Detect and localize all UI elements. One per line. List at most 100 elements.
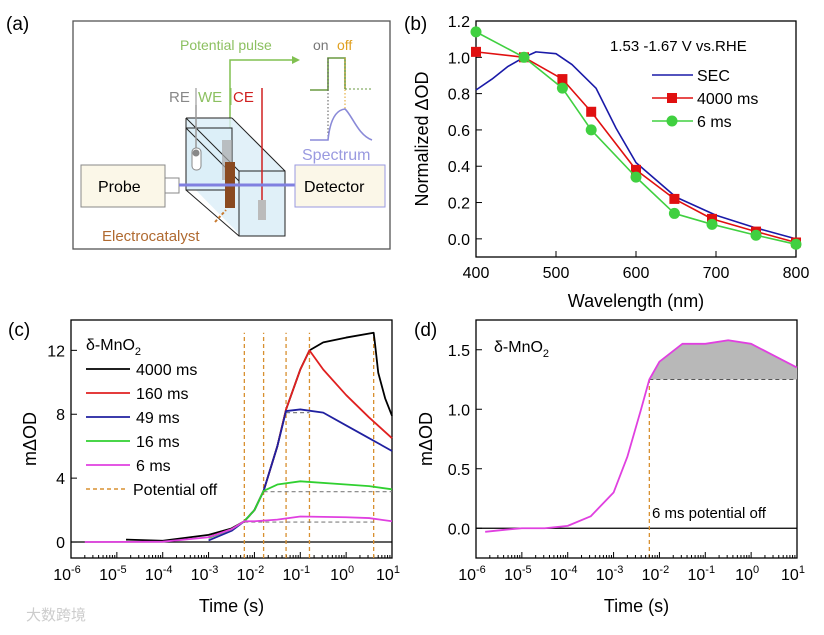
y-tick-label: 0.4 — [448, 159, 470, 176]
legend-label: 6 ms — [136, 458, 171, 475]
series-line-6ms — [485, 339, 798, 533]
y-tick-label: 1.0 — [448, 50, 470, 67]
y-tick-label: 0 — [56, 535, 65, 552]
data-marker-square — [471, 46, 481, 57]
x-tick-label: 10-4 — [550, 564, 578, 584]
y-axis-label: Normalized ΔOD — [412, 71, 432, 206]
x-tick-label: 10-5 — [99, 564, 127, 584]
x-tick-label: 100 — [735, 564, 759, 584]
x-tick-label: 700 — [703, 265, 730, 282]
x-tick-label: 500 — [543, 265, 570, 282]
watermark: 大数跨境 — [26, 606, 86, 624]
y-tick-label: 0.6 — [448, 123, 470, 140]
legend-label: 160 ms — [136, 386, 188, 403]
x-tick-label: 600 — [623, 265, 650, 282]
y-tick-label: 1.5 — [448, 343, 470, 360]
legend-label: 4000 ms — [697, 91, 758, 108]
legend-marker — [667, 93, 677, 103]
plot-d: 10-6 10-5 10-4 10-3 10-2 10-1 100 101 Time (s) 0.… — [416, 319, 805, 616]
legend-label: SEC — [697, 68, 730, 85]
data-marker-circle — [518, 51, 530, 63]
x-tick-label: 10-2 — [237, 564, 265, 584]
data-marker-circle — [750, 229, 762, 241]
legend-label: 6 ms — [697, 114, 732, 131]
data-marker-circle — [630, 171, 642, 183]
x-tick-label: 800 — [783, 265, 810, 282]
data-marker-circle — [470, 26, 482, 38]
x-tick-label: 10-6 — [458, 564, 486, 584]
x-tick-label: 10-1 — [282, 564, 310, 584]
probe-box — [80, 164, 166, 208]
sample-label: δ-MnO2 — [494, 339, 549, 360]
data-marker-circle — [706, 218, 718, 230]
x-tick-label: 10-3 — [191, 564, 219, 584]
plot-frame — [475, 319, 798, 559]
x-tick-label: 10-4 — [145, 564, 173, 584]
area-fill — [649, 340, 797, 380]
data-marker-square — [586, 106, 597, 117]
spectrum-curve — [310, 108, 373, 141]
schematic-panel: Potential pulse on off Spectrum RE WE CE — [72, 20, 391, 250]
legend-marker — [666, 115, 678, 127]
legend-label: Potential off — [133, 482, 218, 499]
x-tick-label: 100 — [330, 564, 354, 584]
data-marker-square — [669, 193, 680, 204]
x-tick-label: 10-2 — [642, 564, 670, 584]
x-tick-label: 10-1 — [687, 564, 715, 584]
detector-label: Detector — [304, 179, 365, 196]
potential-pulse-label: Potential pulse — [180, 37, 272, 53]
potential-off-callout: 6 ms potential off — [652, 505, 767, 522]
x-tick-label: 400 — [463, 265, 490, 282]
x-axis-label: Time (s) — [199, 596, 264, 616]
y-tick-label: 0.8 — [448, 87, 470, 104]
y-axis-label: mΔOD — [20, 412, 40, 466]
series-line-6ms — [475, 31, 797, 246]
we-label: WE — [198, 89, 222, 106]
electrocatalyst-label: Electrocatalyst — [102, 228, 200, 245]
panel-label-a: (a) — [6, 14, 29, 35]
plot-frame — [70, 319, 393, 559]
x-tick-label: 10-3 — [596, 564, 624, 584]
condition-annotation: 1.53 -1.67 V vs.RHE — [610, 38, 747, 55]
sample-label: δ-MnO2 — [86, 337, 141, 358]
y-tick-label: 0.0 — [448, 232, 470, 249]
y-tick-label: 4 — [56, 471, 65, 488]
y-tick-label: 8 — [56, 407, 65, 424]
legend-label: 16 ms — [136, 434, 180, 451]
panel-label-b: (b) — [404, 14, 427, 35]
re-label: RE — [169, 89, 190, 106]
panel-label-c: (c) — [8, 320, 30, 341]
y-tick-label: 1.2 — [448, 14, 470, 31]
x-axis-label: Time (s) — [604, 596, 669, 616]
series-line-4000ms — [475, 51, 797, 244]
spectrum-label: Spectrum — [302, 147, 370, 164]
legend-label: 49 ms — [136, 410, 180, 427]
series-line-160ms — [208, 349, 393, 539]
x-tick-label: 10-5 — [504, 564, 532, 584]
detector-box — [294, 164, 386, 208]
series-line-49ms — [208, 408, 393, 542]
plot-b: 400 500 600 700 800 0.0 0.2 0.4 0.6 0.8 1.0 1.2 Wave… — [412, 14, 809, 311]
x-axis-label: Wavelength (nm) — [568, 291, 704, 311]
data-marker-circle — [556, 82, 568, 94]
data-marker-square — [631, 164, 641, 175]
probe-label: Probe — [98, 179, 141, 196]
x-tick-label: 10-6 — [53, 564, 81, 584]
legend-label: 4000 ms — [136, 362, 197, 379]
data-marker-circle — [790, 238, 802, 250]
off-label: off — [337, 37, 352, 53]
series-line-SEC — [475, 51, 797, 240]
panel-label-d: (d) — [414, 320, 437, 341]
ce-label: CE — [233, 89, 254, 106]
y-tick-label: 0.0 — [448, 521, 470, 538]
y-tick-label: 0.5 — [448, 462, 470, 479]
electrochemical-cell — [185, 88, 286, 237]
x-tick-label: 101 — [781, 564, 805, 584]
plot-c: 10-6 10-5 10-4 10-3 10-2 10-1 100 101 Time (s) 0 4… — [20, 319, 400, 616]
y-tick-label: 12 — [47, 343, 65, 360]
data-marker-square — [557, 74, 568, 85]
x-tick-label: 101 — [376, 564, 400, 584]
y-tick-label: 1.0 — [448, 402, 470, 419]
y-tick-label: 0.2 — [448, 196, 470, 213]
